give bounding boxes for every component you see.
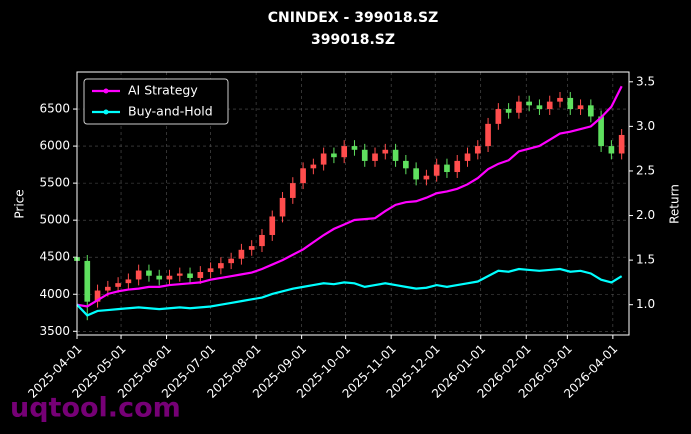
candle-body	[361, 149, 368, 161]
candle-body	[146, 270, 152, 276]
candle-body	[464, 153, 471, 161]
return-line	[76, 85, 623, 308]
watermark: uqtool.com	[10, 393, 181, 424]
candle-body	[382, 149, 389, 154]
y-tick-label: 5000	[39, 213, 70, 227]
y2-axis-label: Return	[668, 184, 682, 224]
candle-body	[536, 105, 543, 110]
chart-subtitle: 399018.SZ	[311, 32, 395, 48]
candle-body	[505, 109, 512, 113]
y-tick-label: 6500	[39, 102, 70, 116]
candle-body	[259, 234, 265, 247]
candle-body	[310, 164, 317, 169]
legend-label: Buy-and-Hold	[128, 104, 213, 119]
y2-tick-label: 1.5	[636, 253, 655, 267]
candle-body	[454, 160, 461, 173]
y-tick-label: 4000	[39, 287, 70, 301]
candle-body	[176, 273, 183, 276]
candle-body	[546, 101, 553, 110]
candle-body	[495, 109, 502, 124]
y-tick-label: 3500	[39, 324, 70, 338]
legend: AI Strategy Buy-and-Hold	[83, 78, 229, 125]
y2-tick-label: 3.0	[636, 119, 655, 133]
candle-body	[156, 275, 163, 280]
candle-body	[516, 101, 522, 113]
candle-body	[608, 146, 615, 154]
candle-body	[392, 149, 399, 161]
y2-tick-label: 3.5	[636, 74, 655, 88]
candle-body	[269, 216, 276, 235]
candle-body	[372, 153, 378, 161]
candle-body	[474, 146, 481, 154]
y2-tick-label: 2.0	[636, 208, 655, 222]
candle-body	[413, 168, 419, 180]
legend-marker	[103, 109, 109, 115]
legend-marker	[103, 88, 109, 94]
candle-body	[526, 101, 532, 106]
candle-body	[444, 164, 450, 173]
candle-body	[351, 146, 358, 150]
y2-tick-label: 2.5	[636, 163, 655, 177]
y-tick-label: 6000	[39, 139, 70, 153]
candle-body	[300, 168, 306, 184]
y-axis-label: Price	[13, 189, 27, 218]
candle-body	[228, 258, 234, 264]
candle-body	[341, 146, 348, 158]
return-line	[76, 267, 623, 317]
candle-body	[485, 123, 491, 147]
candle-body	[207, 268, 214, 273]
candle-body	[187, 273, 193, 278]
candle-body	[248, 246, 255, 250]
candle-body	[238, 249, 245, 259]
candle-body	[557, 97, 563, 102]
y-tick-label: 5500	[39, 176, 70, 190]
candle-body	[320, 153, 327, 165]
candle-body	[94, 290, 101, 302]
candle-body	[135, 270, 142, 280]
y2-tick-label: 1.0	[636, 297, 655, 311]
candle-body	[598, 116, 604, 147]
candle-body	[403, 160, 409, 169]
candle-body	[331, 153, 337, 158]
candle-body	[125, 279, 132, 284]
candle-body	[105, 286, 111, 291]
y-tick-label: 4500	[39, 250, 70, 264]
candle-body	[218, 263, 224, 269]
candle-body	[433, 164, 440, 176]
candle-body	[588, 105, 594, 117]
candle-body	[279, 197, 286, 217]
candle-body	[577, 105, 584, 110]
candle-body	[115, 283, 121, 287]
chart-title: CNINDEX - 399018.SZ	[268, 10, 438, 26]
candle-body	[423, 175, 430, 180]
candle-body	[618, 134, 625, 154]
candle-body	[84, 260, 91, 302]
legend-label: AI Strategy	[128, 83, 198, 98]
candle-body	[197, 272, 204, 278]
plot-frame	[76, 71, 630, 336]
candle-body	[567, 97, 574, 110]
candle-body	[166, 275, 173, 280]
candle-body	[289, 183, 296, 198]
